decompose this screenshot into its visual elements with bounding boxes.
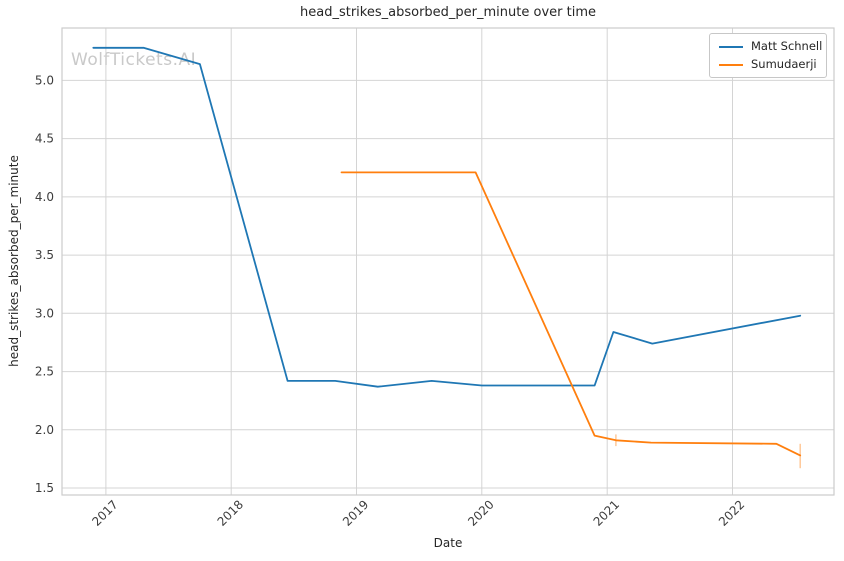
x-tick-label: 2019 [340,497,371,528]
chart-title: head_strikes_absorbed_per_minute over ti… [300,5,596,20]
legend-item-sumudaerji: Sumudaerji [719,58,817,71]
series-line-matt-schnell [92,46,802,388]
legend: Matt Schnell Sumudaerji [709,33,827,78]
x-axis-label: Date [433,536,463,550]
x-tick-label: 2021 [591,497,622,528]
y-tick-label: 4.0 [35,190,54,204]
legend-label-matt-schnell: Matt Schnell [751,39,823,53]
x-tick-label: 2020 [465,497,496,528]
plot-border [61,27,835,496]
y-tick-label: 1.5 [35,481,54,495]
x-tick-label: 2017 [89,497,120,528]
y-tick-label: 3.0 [35,306,54,320]
y-tick-label: 2.0 [35,423,54,437]
series-line-sumudaerji [340,171,802,457]
x-tick-label: 2022 [716,497,747,528]
watermark: WolfTickets.AI [71,50,197,70]
y-tick-label: 4.5 [35,132,54,146]
legend-line-sample-orange [719,63,743,66]
legend-line-sample-blue [719,45,743,48]
y-tick-label: 2.5 [35,365,54,379]
y-tick-label: 5.0 [35,73,54,87]
y-tick-label: 3.5 [35,248,54,262]
x-tick-label: 2018 [215,497,246,528]
legend-label-sumudaerji: Sumudaerji [751,57,817,71]
y-axis-label: head_strikes_absorbed_per_minute [7,155,21,367]
legend-item-matt-schnell: Matt Schnell [719,40,822,53]
